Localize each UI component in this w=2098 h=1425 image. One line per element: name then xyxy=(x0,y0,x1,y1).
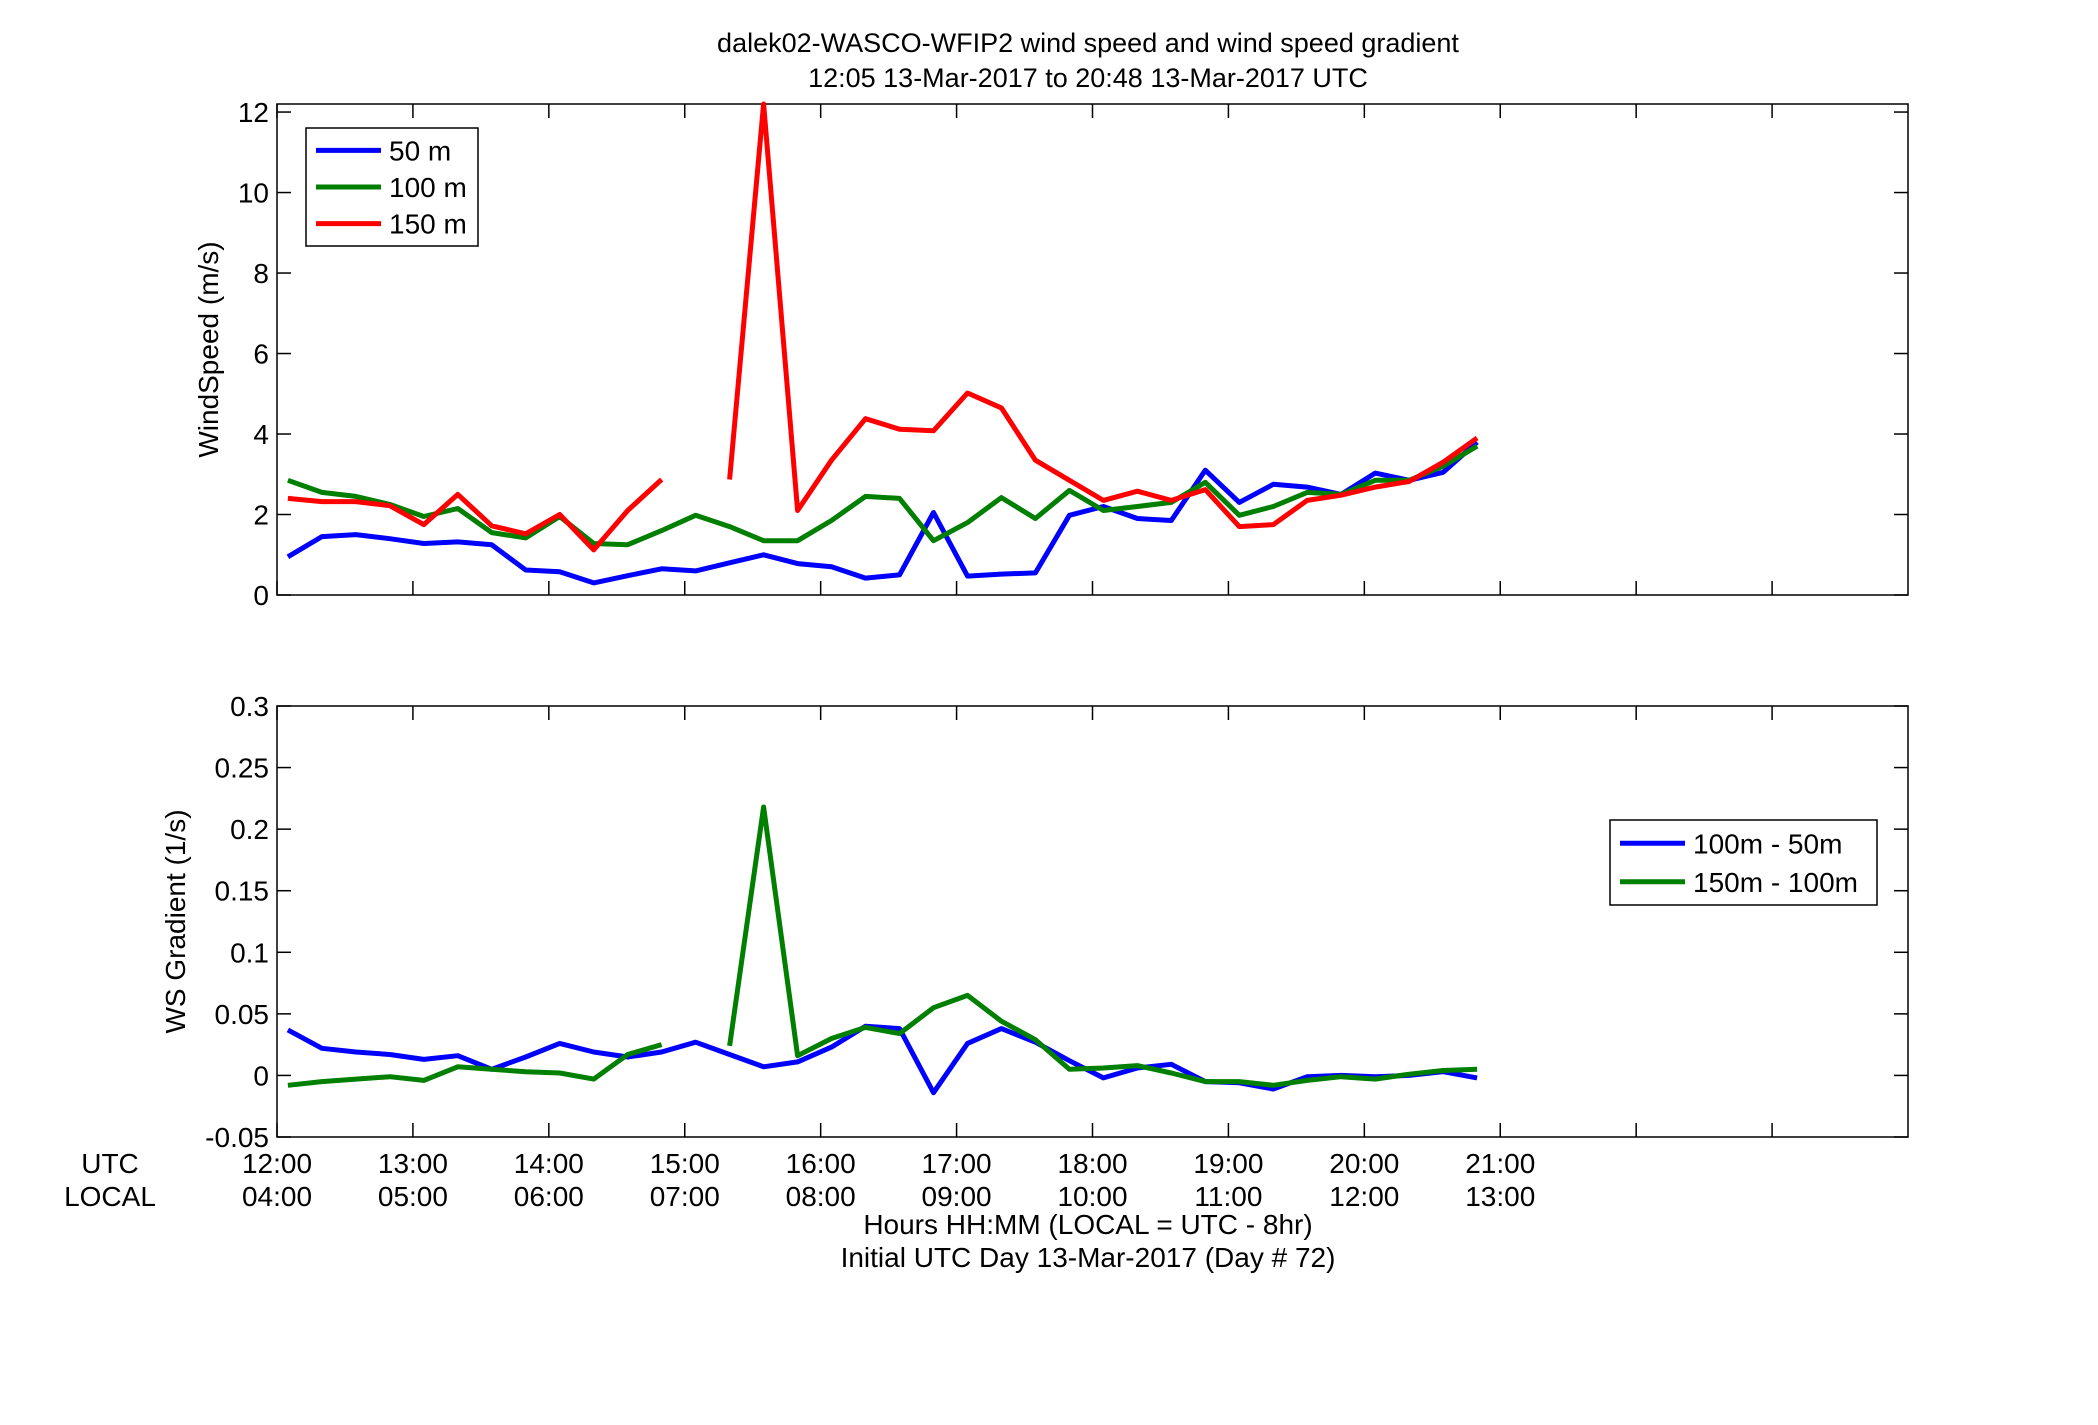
x-tick-label-local: 07:00 xyxy=(650,1181,720,1212)
legend-label-3: 150 m xyxy=(389,209,467,240)
y-tick-label: 2 xyxy=(253,500,269,531)
legend-label-2: 150m - 100m xyxy=(1693,867,1858,898)
x-tick-label-utc: 17:00 xyxy=(922,1148,992,1179)
x-tick-label-local: 11:00 xyxy=(1194,1181,1262,1212)
x-tick-label-utc: 13:00 xyxy=(378,1148,448,1179)
x-tick-label-local: 10:00 xyxy=(1057,1181,1127,1212)
y-tick-label: 10 xyxy=(238,178,269,209)
y-tick-label: 0.2 xyxy=(230,814,269,845)
y-tick-label: 0.15 xyxy=(215,876,270,907)
legend-box xyxy=(305,127,479,247)
x-tick-label-local: 06:00 xyxy=(514,1181,584,1212)
y-axis-label: WS Gradient (1/s) xyxy=(160,809,191,1033)
y-tick-label: 8 xyxy=(253,258,269,289)
x-tick-label-utc: 19:00 xyxy=(1193,1148,1263,1179)
x-tick-label-local: 08:00 xyxy=(786,1181,856,1212)
x-axis-label-line2: Initial UTC Day 13-Mar-2017 (Day # 72) xyxy=(841,1242,1336,1273)
legend-label-1: 100m - 50m xyxy=(1693,828,1842,859)
y-tick-label: 0 xyxy=(253,1060,269,1091)
series-line-1 xyxy=(286,440,1479,586)
x-tick-label-local: 09:00 xyxy=(922,1181,992,1212)
axes-frame xyxy=(276,103,1909,596)
series-line-2 xyxy=(287,443,1479,548)
x-tick-label-local: 04:00 xyxy=(242,1181,312,1212)
x-tick-label-utc: 21:00 xyxy=(1465,1148,1535,1179)
x-tick-label-utc: 15:00 xyxy=(650,1148,720,1179)
legend-label-2: 100 m xyxy=(389,172,467,203)
y-tick-label: -0.05 xyxy=(205,1122,269,1153)
wind-speed-plot: 0 2 4 6 8 10 12 WindSpeed (m/s) 50 m 100 m 150 m xyxy=(193,97,1909,611)
y-tick-label: 0.3 xyxy=(230,691,269,722)
legend-label-1: 50 m xyxy=(389,135,451,166)
x-tick-label-utc: 14:00 xyxy=(514,1148,584,1179)
y-tick-label: 4 xyxy=(253,419,269,450)
x-tick-label-utc: 12:00 xyxy=(242,1148,312,1179)
figure-title-line2: 12:05 13-Mar-2017 to 20:48 13-Mar-2017 U… xyxy=(808,63,1368,93)
y-tick-label: 0.25 xyxy=(215,753,270,784)
x-tick-label-utc: 18:00 xyxy=(1057,1148,1127,1179)
y-axis-label: WindSpeed (m/s) xyxy=(193,241,224,457)
local-row-label: LOCAL xyxy=(64,1181,156,1212)
y-tick-label: 0.05 xyxy=(215,999,270,1030)
x-tick-label-local: 05:00 xyxy=(378,1181,448,1212)
figure-title-line1: dalek02-WASCO-WFIP2 wind speed and wind … xyxy=(717,28,1459,58)
x-tick-label-utc: 16:00 xyxy=(786,1148,856,1179)
legend-box xyxy=(1609,819,1878,906)
x-tick-label-utc: 20:00 xyxy=(1329,1148,1399,1179)
x-tick-label-local: 12:00 xyxy=(1329,1181,1399,1212)
x-axis-label-line1: Hours HH:MM (LOCAL = UTC - 8hr) xyxy=(863,1209,1312,1240)
y-tick-label: 0.1 xyxy=(230,937,269,968)
y-tick-label: 0 xyxy=(253,580,269,611)
x-tick-label-local: 13:00 xyxy=(1465,1181,1535,1212)
series-line-2 xyxy=(287,804,1478,1088)
ws-gradient-plot: 12:0004:0013:0005:0014:0006:0015:0007:00… xyxy=(160,691,1909,1212)
series-line-3 xyxy=(287,101,1479,553)
y-tick-label: 12 xyxy=(238,97,269,128)
y-tick-label: 6 xyxy=(253,339,269,370)
utc-row-label: UTC xyxy=(81,1148,139,1179)
